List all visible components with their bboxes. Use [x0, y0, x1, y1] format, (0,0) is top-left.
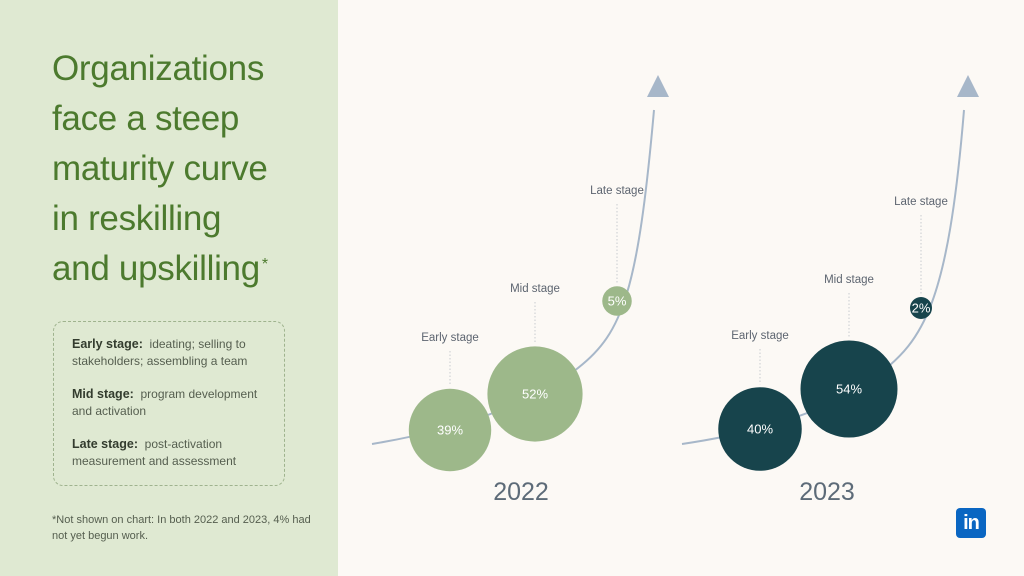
maturity-curve-charts: Early stage 39% Mid stage 52% Late stage 5% 20… [371, 75, 979, 506]
data-label: 52% [522, 387, 548, 402]
chart-year-title: 2023 [799, 478, 855, 506]
chart-area: Early stage 39% Mid stage 52% Late stage 5% 20… [338, 0, 1024, 576]
data-label: 5% [608, 294, 627, 309]
footnote: *Not shown on chart: In both 2022 and 20… [52, 514, 311, 542]
headline-line: maturity curve [52, 149, 268, 188]
stage-label: Early stage [731, 330, 789, 342]
legend-entry-early: Early stage: ideating; selling to stakeh… [72, 336, 277, 370]
stage-label: Late stage [590, 185, 644, 197]
stage-definitions-box: Early stage: ideating; selling to stakeh… [53, 321, 285, 486]
stage-label: Mid stage [824, 274, 874, 286]
footnote-marker: * [261, 256, 268, 273]
data-label: 40% [747, 422, 773, 437]
headline-line: face a steep [52, 99, 240, 138]
data-bubble [602, 286, 632, 316]
headline-line-last: and upskilling * [52, 244, 332, 294]
legend-term: Early stage: [72, 337, 143, 351]
data-label: 2% [912, 301, 931, 316]
headline: Organizations face a steep maturity curv… [52, 44, 332, 294]
left-panel: Organizations face a steep maturity curv… [0, 0, 338, 576]
data-bubble [800, 340, 898, 438]
headline-line: in reskilling [52, 199, 222, 238]
data-label: 54% [836, 382, 862, 397]
data-bubble [408, 388, 492, 472]
stage-label: Mid stage [510, 283, 560, 295]
headline-line: Organizations [52, 49, 265, 88]
legend-entry-mid: Mid stage: program development and activ… [72, 386, 277, 420]
headline-line-text: and upskilling [52, 249, 260, 288]
legend-term: Late stage: [72, 437, 138, 451]
legend-term: Mid stage: [72, 387, 134, 401]
data-label: 39% [437, 423, 463, 438]
legend-description: ideating; selling to stakeholders; assem… [72, 337, 248, 368]
data-bubble [487, 346, 583, 442]
data-bubble [910, 297, 932, 319]
stage-label: Late stage [894, 196, 948, 208]
legend-description: post-activation measurement and assessme… [72, 437, 237, 468]
legend-entry-late: Late stage: post-activation measurement … [72, 436, 277, 470]
stage-label: Early stage [421, 332, 479, 344]
legend-description: program development and activation [72, 387, 258, 418]
arrow-head-icon [647, 75, 669, 97]
linkedin-logo-icon: in [956, 508, 986, 538]
arrow-head-icon [957, 75, 979, 97]
data-bubble [718, 387, 802, 471]
chart-year-title: 2022 [493, 478, 549, 506]
